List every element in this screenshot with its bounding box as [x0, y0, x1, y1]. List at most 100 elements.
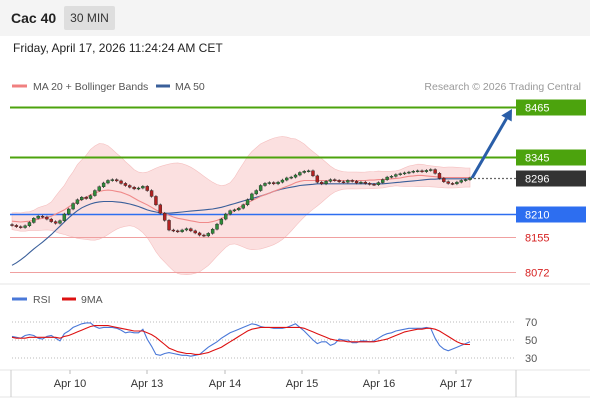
candle	[193, 229, 197, 235]
candle	[114, 178, 119, 183]
x-tick-label: Apr 13	[131, 378, 163, 390]
candle	[149, 189, 154, 198]
candle-body	[88, 195, 93, 199]
candle	[228, 209, 232, 216]
candle	[415, 169, 420, 173]
candle-body	[19, 226, 23, 228]
candle-body	[450, 183, 455, 185]
candle-body	[442, 178, 446, 182]
candle	[267, 181, 272, 185]
candle-body	[337, 180, 341, 182]
candle	[350, 179, 354, 183]
candle-body	[415, 170, 420, 173]
candle	[141, 185, 145, 190]
candle	[333, 178, 337, 182]
candle	[402, 171, 407, 176]
ma50-line	[11, 178, 470, 266]
candle-body	[119, 180, 123, 184]
candle-body	[420, 170, 424, 173]
candle-body	[385, 176, 389, 180]
candle-body	[289, 176, 293, 179]
candle-body	[49, 218, 53, 222]
candle-body	[53, 221, 58, 224]
x-tick-label: Apr 16	[363, 378, 395, 390]
candle	[276, 180, 280, 186]
candle	[19, 225, 23, 229]
candle-body	[132, 186, 136, 190]
candle	[136, 186, 141, 191]
support-value-8072: 8072	[525, 268, 549, 280]
candle-body	[372, 184, 376, 186]
candle-body	[23, 225, 27, 228]
candle	[71, 202, 75, 211]
candle	[346, 179, 350, 184]
candle	[298, 171, 302, 177]
candle-body	[184, 228, 189, 231]
candle	[14, 224, 19, 228]
candle	[424, 169, 429, 173]
candle-body	[376, 182, 381, 185]
candle	[306, 169, 311, 173]
candle	[363, 180, 368, 185]
candle	[119, 179, 123, 185]
rsi-line	[11, 322, 471, 357]
candle-body	[298, 172, 302, 176]
candle	[328, 178, 333, 183]
candle	[128, 184, 132, 189]
candle-body	[263, 183, 267, 186]
candle-body	[110, 179, 115, 181]
candle	[319, 180, 324, 186]
candle-body	[315, 175, 320, 183]
candle	[167, 219, 171, 232]
candle-body	[285, 177, 289, 181]
candle	[232, 208, 237, 212]
candle-body	[367, 183, 372, 185]
candle	[442, 177, 446, 183]
candle	[106, 179, 110, 185]
candle-body	[171, 229, 176, 232]
candle	[450, 182, 455, 186]
header-bar: Cac 40 30 MIN	[0, 0, 590, 36]
candle-body	[167, 220, 171, 231]
candle-body	[328, 179, 333, 182]
candle	[468, 176, 472, 181]
candle	[210, 227, 215, 235]
candle	[45, 215, 49, 221]
candle-body	[93, 190, 97, 196]
candle	[215, 222, 219, 231]
candle-body	[280, 179, 285, 183]
candle	[32, 217, 36, 224]
candle-body	[354, 181, 359, 184]
ma20-line	[11, 174, 470, 224]
candle	[385, 175, 389, 181]
candle-body	[398, 173, 402, 175]
candle	[420, 169, 424, 173]
candle-body	[101, 182, 106, 187]
timeframe-button[interactable]: 30 MIN	[64, 6, 115, 30]
candle-body	[302, 171, 306, 173]
support-value-8155: 8155	[525, 233, 549, 245]
candle	[189, 227, 193, 233]
candle-body	[402, 172, 407, 175]
candle	[429, 168, 433, 172]
candle	[272, 181, 276, 186]
candle-body	[80, 197, 84, 200]
candle-body	[14, 225, 19, 227]
x-tick-label: Apr 14	[209, 378, 241, 390]
candle	[84, 196, 88, 200]
candle-body	[468, 177, 472, 180]
candle-body	[250, 193, 254, 200]
candle-body	[158, 204, 163, 214]
candle-body	[228, 210, 232, 215]
price-pane: 8465 8345 8296 8210 8155 8072	[10, 99, 586, 280]
candle	[224, 212, 228, 221]
candle	[97, 185, 101, 192]
candle-body	[446, 181, 450, 184]
candle	[10, 223, 14, 227]
candle-body	[40, 215, 45, 218]
candle-body	[210, 228, 215, 234]
candle-body	[254, 190, 258, 195]
candle-body	[411, 171, 415, 173]
